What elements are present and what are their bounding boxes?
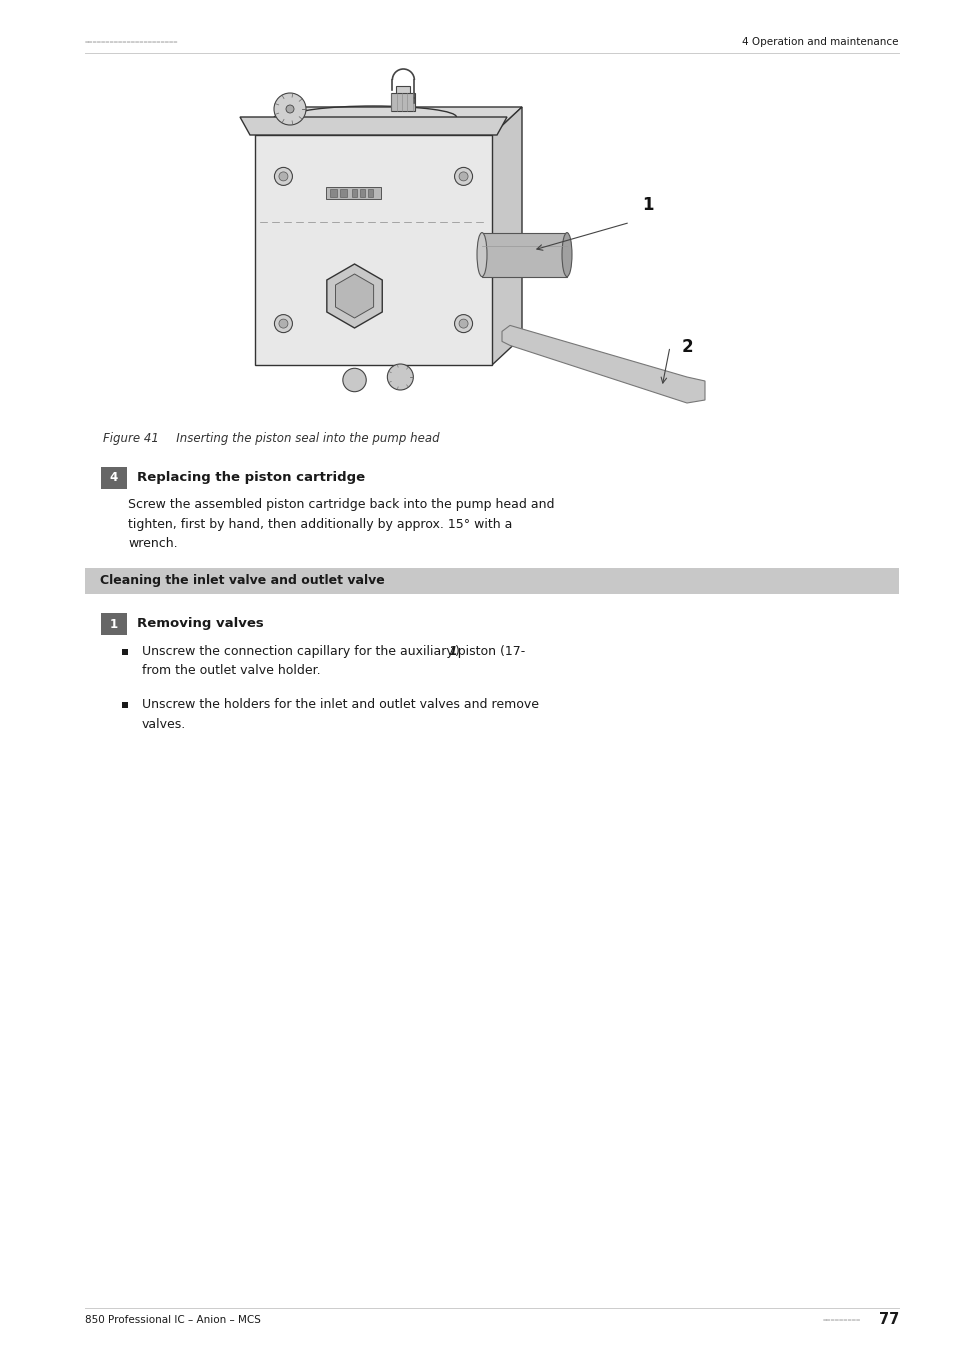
- Text: wrench.: wrench.: [128, 537, 177, 549]
- Bar: [254, 135, 492, 364]
- Circle shape: [454, 315, 472, 332]
- Bar: [122, 649, 128, 655]
- Bar: [391, 93, 415, 111]
- Circle shape: [342, 369, 366, 391]
- Bar: [339, 189, 347, 197]
- Text: 4: 4: [110, 471, 118, 485]
- Text: Unscrew the connection capillary for the auxiliary piston (17-: Unscrew the connection capillary for the…: [142, 645, 525, 657]
- Text: Unscrew the holders for the inlet and outlet valves and remove: Unscrew the holders for the inlet and ou…: [142, 698, 538, 711]
- Circle shape: [274, 315, 293, 332]
- Bar: [101, 613, 127, 634]
- Text: from the outlet valve holder.: from the outlet valve holder.: [142, 664, 320, 678]
- Circle shape: [274, 93, 306, 126]
- Polygon shape: [501, 325, 704, 404]
- Text: ======================: ======================: [85, 39, 178, 45]
- Text: 850 Professional IC – Anion – MCS: 850 Professional IC – Anion – MCS: [85, 1315, 260, 1324]
- Circle shape: [458, 171, 468, 181]
- Bar: [395, 86, 410, 103]
- Text: Inserting the piston seal into the pump head: Inserting the piston seal into the pump …: [165, 432, 439, 446]
- Polygon shape: [492, 107, 521, 364]
- Text: Cleaning the inlet valve and outlet valve: Cleaning the inlet valve and outlet valv…: [100, 574, 384, 587]
- Bar: [481, 232, 566, 277]
- Bar: [85, 568, 898, 594]
- Bar: [101, 467, 127, 489]
- Circle shape: [387, 364, 413, 390]
- Bar: [122, 702, 128, 707]
- Ellipse shape: [476, 232, 486, 277]
- Text: 1: 1: [449, 645, 457, 657]
- Circle shape: [278, 319, 288, 328]
- Text: tighten, first by hand, then additionally by approx. 15° with a: tighten, first by hand, then additionall…: [128, 517, 512, 531]
- Text: 1: 1: [110, 617, 118, 630]
- Circle shape: [458, 319, 468, 328]
- Text: 1: 1: [641, 196, 653, 215]
- Bar: [368, 189, 373, 197]
- Circle shape: [454, 167, 472, 185]
- Polygon shape: [240, 117, 506, 135]
- Text: Screw the assembled piston cartridge back into the pump head and: Screw the assembled piston cartridge bac…: [128, 498, 554, 512]
- Circle shape: [278, 171, 288, 181]
- Polygon shape: [327, 265, 382, 328]
- Bar: [352, 189, 356, 197]
- Text: 2: 2: [681, 338, 693, 355]
- Circle shape: [286, 105, 294, 113]
- Circle shape: [274, 167, 293, 185]
- Ellipse shape: [561, 232, 572, 277]
- Text: 77: 77: [878, 1312, 898, 1327]
- Text: Figure 41: Figure 41: [103, 432, 159, 446]
- Polygon shape: [254, 107, 521, 135]
- Text: Removing valves: Removing valves: [137, 617, 263, 630]
- Bar: [326, 188, 380, 200]
- Text: 4 Operation and maintenance: 4 Operation and maintenance: [741, 36, 898, 47]
- Bar: [359, 189, 365, 197]
- Polygon shape: [335, 274, 374, 319]
- Text: valves.: valves.: [142, 717, 186, 730]
- Text: Replacing the piston cartridge: Replacing the piston cartridge: [137, 471, 365, 485]
- Text: =========: =========: [821, 1318, 861, 1323]
- Bar: [330, 189, 336, 197]
- Text: ): ): [455, 645, 459, 657]
